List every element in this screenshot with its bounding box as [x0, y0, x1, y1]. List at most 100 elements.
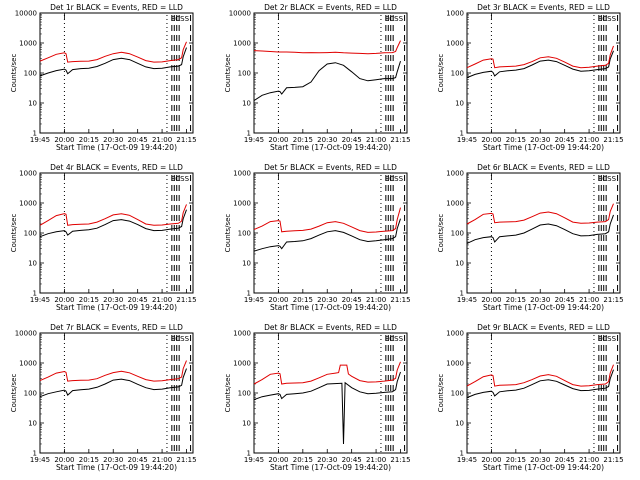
plot-frame [39, 172, 194, 294]
y-tick-label: 1 [33, 130, 37, 138]
x-axis-label: Start Time (17-Oct-09 19:44:20) [483, 143, 604, 152]
panel-title: Det 2r BLACK = Events, RED = LLD [264, 3, 397, 12]
y-axis-label: Counts/sec [224, 214, 232, 253]
x-tick-label: 20:15 [79, 136, 99, 144]
events-line [39, 47, 187, 77]
y-tick-label: 1 [247, 130, 251, 138]
panel-title: Det 1r BLACK = Events, RED = LLD [50, 3, 183, 12]
y-axis-label: Counts/sec [437, 54, 445, 93]
x-tick-label: 20:30 [530, 456, 550, 464]
x-tick-label: 20:15 [293, 296, 313, 304]
y-tick-label: 1000 [446, 360, 464, 368]
x-tick-label: 19:45 [30, 136, 50, 144]
x-tick-label: 21:00 [579, 136, 599, 144]
y-tick-label: 100 [451, 70, 464, 78]
y-tick-label: 10000 [15, 330, 37, 338]
x-axis-label: Start Time (17-Oct-09 19:44:20) [483, 303, 604, 312]
y-tick-label: 100 [24, 390, 37, 398]
x-tick-label: 21:00 [152, 456, 172, 464]
x-tick-label: 21:00 [152, 136, 172, 144]
plot-frame [466, 12, 621, 134]
y-axis-label: Counts/sec [10, 374, 18, 413]
y-tick-label: 1000 [233, 170, 251, 178]
marker-label: ECSS [598, 335, 617, 343]
x-axis-label: Start Time (17-Oct-09 19:44:20) [270, 303, 391, 312]
x-tick-label: 19:45 [244, 136, 264, 144]
panel-title: Det 5r BLACK = Events, RED = LLD [264, 163, 397, 172]
x-tick-label: 20:45 [128, 136, 148, 144]
x-tick-label: 21:00 [366, 296, 386, 304]
x-tick-label: 20:00 [481, 136, 501, 144]
y-tick-label: 10000 [229, 10, 251, 18]
y-tick-label: 10 [28, 260, 37, 268]
y-tick-label: 1 [460, 130, 464, 138]
x-tick-label: 20:15 [293, 136, 313, 144]
x-tick-label: 20:00 [54, 136, 74, 144]
x-tick-label: 21:00 [579, 456, 599, 464]
lld-line [253, 207, 401, 233]
plot-frame [466, 172, 621, 294]
marker-label: ECSS [385, 175, 404, 183]
x-tick-label: 21:00 [152, 296, 172, 304]
y-tick-label: 100 [451, 390, 464, 398]
y-tick-label: 10 [455, 100, 464, 108]
y-axis-label: Counts/sec [437, 374, 445, 413]
x-tick-label: 20:30 [530, 296, 550, 304]
y-tick-label: 10 [242, 420, 251, 428]
x-tick-label: 20:45 [555, 456, 575, 464]
x-tick-label: 21:15 [390, 296, 410, 304]
x-tick-label: 20:15 [79, 456, 99, 464]
y-tick-label: 1 [247, 290, 251, 298]
y-tick-label: 10000 [15, 10, 37, 18]
x-tick-label: 20:00 [481, 456, 501, 464]
x-axis-label: Start Time (17-Oct-09 19:44:20) [483, 463, 604, 472]
detector-panel-2: Det 2r BLACK = Events, RED = LLD 1 10 100 10… [224, 3, 411, 152]
x-axis-label: Start Time (17-Oct-09 19:44:20) [270, 463, 391, 472]
events-line [253, 60, 401, 102]
lld-line [39, 204, 187, 226]
x-axis-label: Start Time (17-Oct-09 19:44:20) [56, 463, 177, 472]
events-line [466, 369, 614, 399]
x-tick-label: 20:30 [103, 296, 123, 304]
y-tick-label: 1000 [19, 200, 37, 208]
detector-panel-6: Det 6r BLACK = Events, RED = LLD 1 10 100 10… [437, 163, 624, 312]
detector-panel-7: Det 7r BLACK = Events, RED = LLD 1 10 100 10… [10, 323, 197, 472]
y-tick-label: 1000 [446, 40, 464, 48]
x-tick-label: 21:15 [390, 136, 410, 144]
x-tick-label: 20:00 [268, 136, 288, 144]
y-tick-label: 1000 [19, 170, 37, 178]
plot-frame [39, 332, 194, 454]
marker-label: ECSS [171, 175, 190, 183]
y-axis-label: Counts/sec [10, 214, 18, 253]
events-line [253, 218, 401, 252]
lld-line [39, 41, 187, 63]
x-axis-label: Start Time (17-Oct-09 19:44:20) [56, 143, 177, 152]
x-tick-label: 20:45 [342, 456, 362, 464]
y-axis-label: Counts/sec [437, 214, 445, 253]
marker-label: ECSS [171, 335, 190, 343]
y-tick-label: 1000 [446, 330, 464, 338]
y-tick-label: 1000 [233, 200, 251, 208]
x-tick-label: 20:45 [342, 136, 362, 144]
events-line [466, 50, 614, 79]
panel-title: Det 6r BLACK = Events, RED = LLD [477, 163, 610, 172]
lld-line [466, 364, 614, 387]
panel-title: Det 3r BLACK = Events, RED = LLD [477, 3, 610, 12]
panel-title: Det 9r BLACK = Events, RED = LLD [477, 323, 610, 332]
x-tick-label: 21:15 [603, 136, 623, 144]
x-tick-label: 21:15 [603, 296, 623, 304]
panel-title: Det 4r BLACK = Events, RED = LLD [50, 163, 183, 172]
x-tick-label: 20:30 [317, 456, 337, 464]
y-tick-label: 1 [33, 290, 37, 298]
y-tick-label: 1 [460, 290, 464, 298]
y-tick-label: 10 [28, 100, 37, 108]
y-tick-label: 1000 [446, 200, 464, 208]
y-tick-label: 100 [24, 230, 37, 238]
x-tick-label: 20:45 [555, 136, 575, 144]
x-tick-label: 20:00 [268, 456, 288, 464]
x-tick-label: 20:30 [103, 136, 123, 144]
y-tick-label: 1 [247, 450, 251, 458]
lld-line [466, 203, 614, 225]
plot-frame [39, 12, 194, 134]
